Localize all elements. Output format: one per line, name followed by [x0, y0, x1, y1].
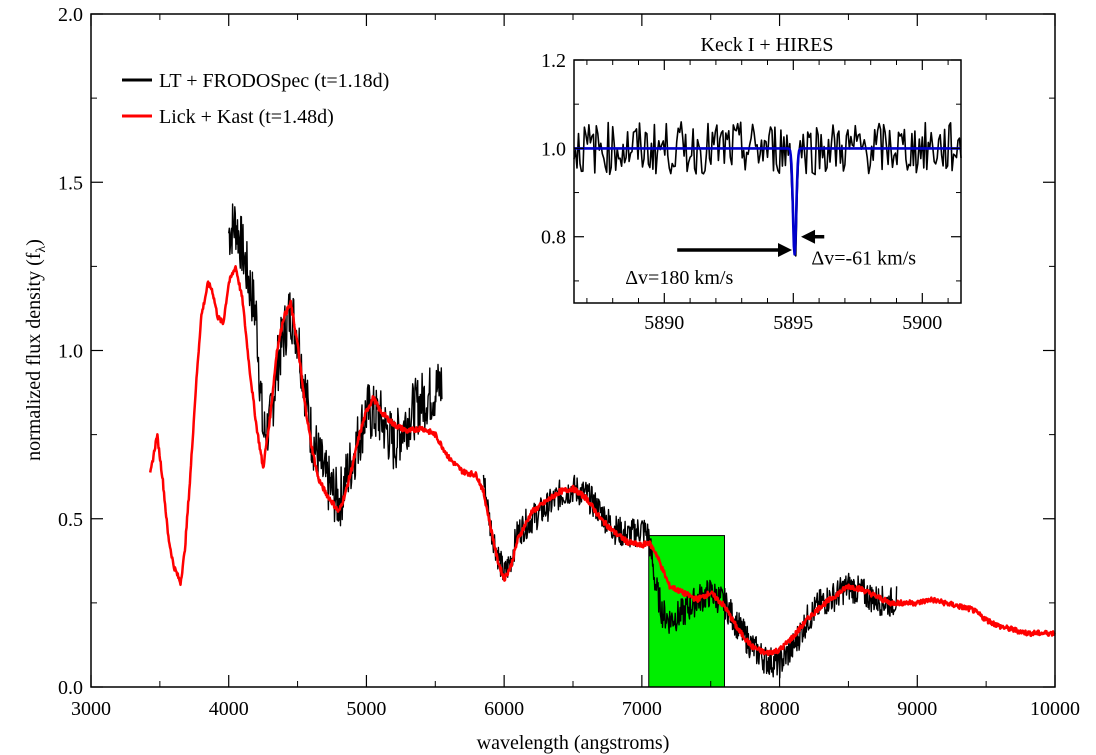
y-tick-label: 2.0 [58, 4, 83, 26]
inset-series-group [573, 121, 962, 257]
x-axis-label: wavelength (angstroms) [477, 732, 670, 754]
main-series-group [148, 203, 1056, 679]
x-tick-label: 9000 [897, 698, 937, 720]
inset-chart: 5890 5895 5900 0.8 1.0 1.2 Keck I + HIRES Δv=… [541, 34, 962, 334]
x-tick-label: 4000 [209, 698, 249, 720]
legend-label-frodospec: LT + FRODOSpec (t=1.18d) [159, 70, 389, 92]
series-line-2 [148, 265, 1056, 657]
annotation-label: Δv=-61 km/s [811, 248, 916, 270]
annotation-arrow-head [801, 229, 816, 244]
y-axis-label: normalized flux density (fλ) [23, 239, 49, 461]
x-tick-label: 3000 [71, 698, 111, 720]
y-axis-label-subscript: λ [34, 246, 49, 253]
y-tick-label: 0.5 [58, 509, 83, 531]
inset-x-tick-label: 5895 [773, 312, 813, 334]
inset-x-tick-label: 5890 [644, 312, 684, 334]
inset-tick-group: 5890 5895 5900 0.8 1.0 1.2 [541, 50, 961, 334]
series-line-0 [228, 203, 443, 527]
inset-y-tick-label: 1.0 [541, 138, 566, 160]
y-tick-label: 0.0 [58, 677, 83, 699]
y-axis-label-main: normalized flux density (f [23, 252, 45, 461]
legend: LT + FRODOSpec (t=1.18d) Lick + Kast (t=… [122, 70, 389, 128]
x-tick-label: 6000 [484, 698, 524, 720]
y-axis-label-close: ) [23, 239, 45, 246]
inset-title: Keck I + HIRES [701, 34, 834, 56]
annotation-arrow-head [778, 242, 793, 257]
y-tick-label: 1.5 [58, 172, 83, 194]
annotation-label: Δv=180 km/s [625, 267, 733, 289]
inset-series-line-0 [573, 121, 962, 257]
inset-x-tick-label: 5900 [902, 312, 942, 334]
inset-annotations: Δv=180 km/s Δv=-61 km/s [625, 229, 916, 289]
x-tick-label: 5000 [346, 698, 386, 720]
inset-series-line-1 [573, 147, 962, 256]
inset-background [574, 60, 961, 303]
inset-y-tick-label: 0.8 [541, 227, 566, 249]
x-tick-label: 7000 [622, 698, 662, 720]
y-tick-label: 1.0 [58, 341, 83, 363]
inset-y-tick-label: 1.2 [541, 50, 566, 72]
main-tick-group: 3000 4000 5000 6000 7000 8000 9000 10000 0.0 0.5 1… [58, 4, 1080, 720]
x-tick-label: 10000 [1030, 698, 1080, 720]
main-spectrum-chart: 3000 4000 5000 6000 7000 8000 9000 10000 0.0 0.5 1… [23, 4, 1080, 754]
x-tick-label: 8000 [760, 698, 800, 720]
legend-label-kast: Lick + Kast (t=1.48d) [159, 106, 334, 128]
